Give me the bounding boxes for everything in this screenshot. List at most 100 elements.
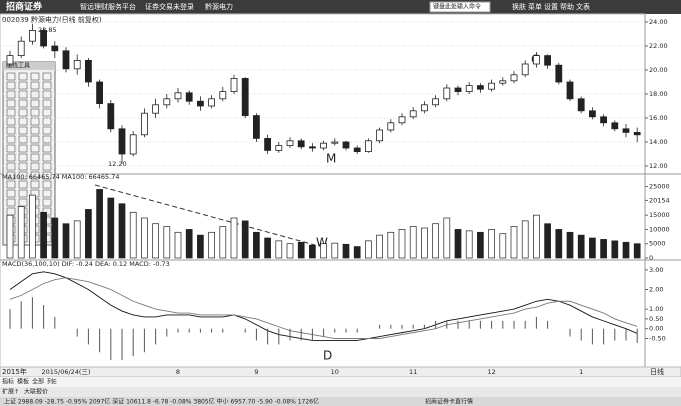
tool-icon[interactable] <box>42 207 52 216</box>
tab[interactable]: 全部 <box>32 378 44 386</box>
tool-icon[interactable] <box>6 135 16 144</box>
tab[interactable]: 列E <box>47 378 57 386</box>
tool-icon[interactable] <box>18 72 28 81</box>
tab[interactable]: 指标 <box>2 378 14 386</box>
tool-icon[interactable] <box>6 171 16 180</box>
candle-body <box>163 98 171 106</box>
volume-bar <box>185 229 193 259</box>
volume-bar <box>286 243 294 259</box>
candle-body <box>488 82 496 90</box>
login-status[interactable]: 证券交易未登录 <box>145 2 194 11</box>
candle-body <box>589 110 596 118</box>
tool-icon[interactable] <box>18 81 28 90</box>
tool-icon[interactable] <box>18 144 28 153</box>
tool-icon[interactable] <box>18 198 28 207</box>
toolbox-title: 画线工具 <box>6 62 30 70</box>
tool-icon[interactable] <box>30 153 40 162</box>
tool-icon[interactable] <box>30 99 40 108</box>
tool-icon[interactable] <box>18 126 28 135</box>
volume-bar <box>510 226 518 259</box>
tool-icon[interactable] <box>6 108 16 117</box>
tool-icon[interactable] <box>42 144 52 153</box>
menu-item[interactable]: 菜单 <box>528 2 542 11</box>
tool-icon[interactable] <box>6 72 16 81</box>
volume-bar <box>62 223 70 259</box>
candle-body <box>85 60 92 83</box>
candle-body <box>73 60 81 70</box>
candle-body <box>533 55 540 65</box>
tool-icon[interactable] <box>18 99 28 108</box>
tool-icon[interactable] <box>30 180 40 189</box>
tool-icon[interactable] <box>6 198 16 207</box>
tool-icon[interactable] <box>30 135 40 144</box>
tool-icon[interactable] <box>42 72 52 81</box>
tool-icon[interactable] <box>6 180 16 189</box>
tool-icon[interactable] <box>18 135 28 144</box>
candle-body <box>454 87 462 92</box>
menu-item[interactable]: 设置 <box>544 2 558 11</box>
annotation: D <box>323 349 332 363</box>
candle-body <box>241 78 249 117</box>
annotation: 23.85 <box>38 26 57 34</box>
candle-body <box>118 128 126 155</box>
volume-bar <box>342 243 350 259</box>
tool-icon[interactable] <box>30 117 40 126</box>
annotation: 12.20 <box>108 160 127 168</box>
tool-icon[interactable] <box>42 117 52 126</box>
candle-body <box>510 74 518 82</box>
bottom-tab[interactable]: 大联报价 <box>24 388 48 396</box>
menu-item[interactable]: 换肤 <box>512 2 526 11</box>
x-tick-label: 2015/06/24(三) <box>41 368 90 376</box>
volume-bar <box>566 231 574 259</box>
tool-icon[interactable] <box>30 171 40 180</box>
tool-icon[interactable] <box>6 81 16 90</box>
tool-icon[interactable] <box>18 108 28 117</box>
y-tick-label: 2.00 <box>649 285 663 293</box>
tool-icon[interactable] <box>30 126 40 135</box>
tab[interactable]: 模板 <box>17 378 29 386</box>
tool-icon[interactable] <box>42 198 52 207</box>
y-tick-label: 15000 <box>649 211 670 219</box>
tool-icon[interactable] <box>42 135 52 144</box>
tool-icon[interactable] <box>42 108 52 117</box>
y-tick-label: 12.00 <box>649 162 668 170</box>
tool-icon[interactable] <box>30 108 40 117</box>
tool-icon[interactable] <box>30 72 40 81</box>
tool-icon[interactable] <box>6 144 16 153</box>
tool-icon[interactable] <box>42 171 52 180</box>
tool-icon[interactable] <box>18 189 28 198</box>
stock-info: 002039 黔源电力(日线 前复权) <box>2 15 102 24</box>
tool-icon[interactable] <box>30 81 40 90</box>
tool-icon[interactable] <box>42 153 52 162</box>
candle-body <box>521 63 529 76</box>
tool-icon[interactable] <box>18 180 28 189</box>
chart-frame <box>0 13 646 375</box>
candle-body <box>465 85 473 92</box>
tool-icon[interactable] <box>6 99 16 108</box>
candle-body <box>129 134 137 155</box>
tool-icon[interactable] <box>42 126 52 135</box>
volume-bar <box>611 240 619 259</box>
tool-icon[interactable] <box>18 153 28 162</box>
tool-icon[interactable] <box>18 171 28 180</box>
tool-icon[interactable] <box>18 117 28 126</box>
candle-body <box>6 55 14 65</box>
tool-icon[interactable] <box>6 189 16 198</box>
volume-bar <box>432 223 439 259</box>
menu-item[interactable]: 帮助 <box>560 2 574 11</box>
volume-bar <box>376 234 383 259</box>
tool-icon[interactable] <box>42 180 52 189</box>
search-box[interactable] <box>429 1 491 13</box>
tool-icon[interactable] <box>6 153 16 162</box>
menu: 换肤 菜单 设置 帮助 文表 <box>512 2 590 11</box>
bottom-tab[interactable]: 扩展↑ <box>2 388 19 396</box>
tool-icon[interactable] <box>30 144 40 153</box>
tool-icon[interactable] <box>42 99 52 108</box>
menu-item[interactable]: 文表 <box>576 2 590 11</box>
tool-icon[interactable] <box>6 126 16 135</box>
tool-icon[interactable] <box>6 117 16 126</box>
tool-icon[interactable] <box>42 189 52 198</box>
tool-icon[interactable] <box>42 81 52 90</box>
